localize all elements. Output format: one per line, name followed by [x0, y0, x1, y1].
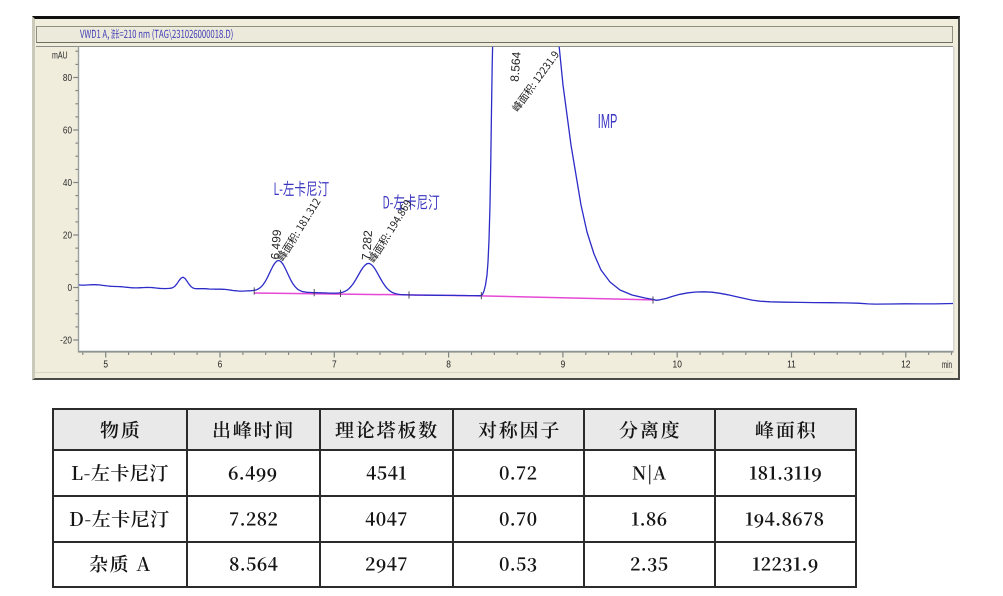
svg-text:20: 20 — [63, 229, 72, 241]
svg-text:80: 80 — [63, 71, 72, 83]
svg-text:0: 0 — [67, 281, 72, 293]
svg-text:40: 40 — [63, 176, 72, 188]
svg-text:10: 10 — [673, 359, 682, 371]
svg-text:8.564: 8.564 — [508, 51, 524, 82]
svg-text:-20: -20 — [60, 334, 72, 346]
svg-text:7.282: 7.282 — [359, 229, 375, 260]
svg-text:min: min — [942, 358, 952, 370]
svg-text:11: 11 — [787, 359, 796, 371]
svg-text:9: 9 — [561, 359, 566, 371]
svg-text:6: 6 — [218, 359, 223, 371]
svg-text:8: 8 — [446, 359, 451, 371]
svg-text:60: 60 — [63, 124, 72, 136]
svg-text:5: 5 — [103, 359, 108, 371]
svg-text:7: 7 — [332, 359, 337, 371]
svg-text:mAU: mAU — [52, 49, 68, 61]
svg-text:IMP: IMP — [598, 111, 618, 133]
svg-text:6.499: 6.499 — [268, 229, 284, 260]
svg-text:12: 12 — [901, 359, 910, 371]
